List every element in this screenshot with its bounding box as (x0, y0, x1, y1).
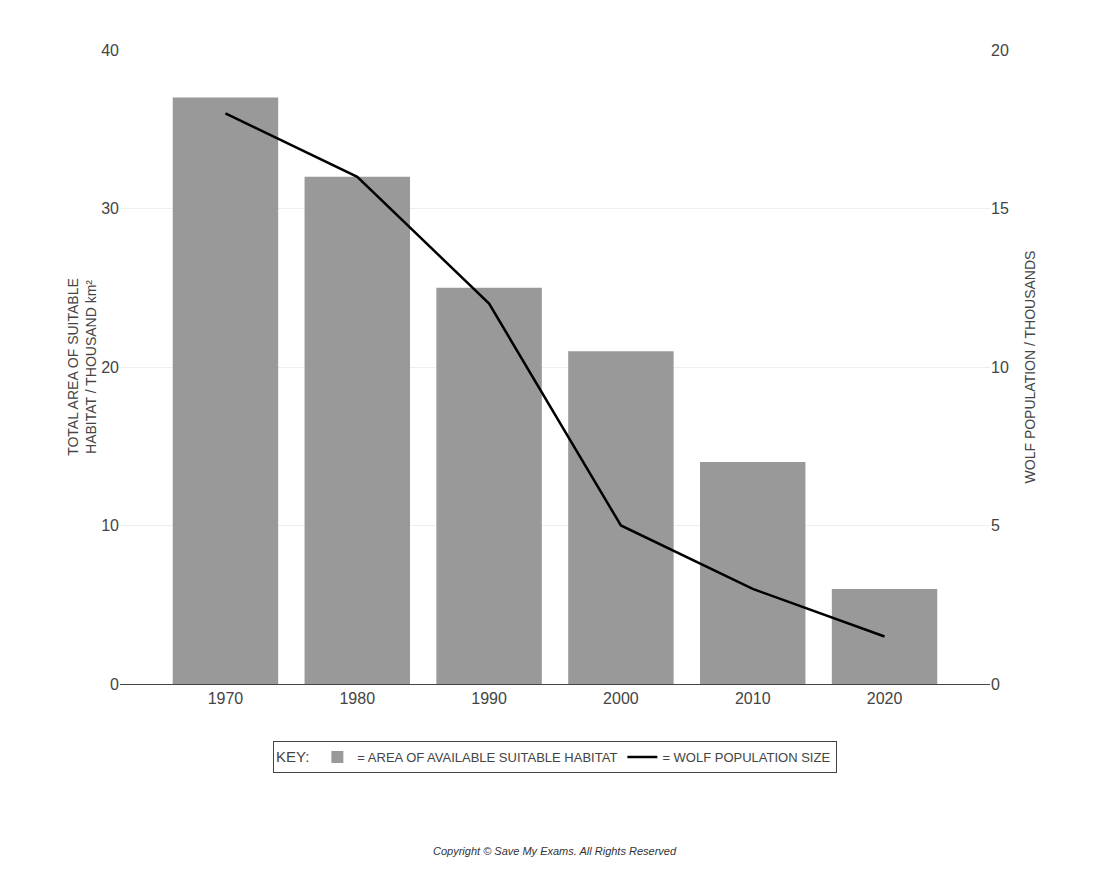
svg-text:KEY:: KEY: (276, 748, 309, 765)
svg-text:20: 20 (991, 42, 1009, 59)
svg-text:40: 40 (101, 42, 119, 59)
svg-text:1980: 1980 (339, 690, 375, 707)
svg-text:1990: 1990 (471, 690, 507, 707)
svg-text:5: 5 (991, 517, 1000, 534)
svg-text:= AREA OF AVAILABLE SUITABLE H: = AREA OF AVAILABLE SUITABLE HABITAT (357, 750, 617, 765)
svg-text:0: 0 (991, 676, 1000, 693)
svg-text:15: 15 (991, 200, 1009, 217)
svg-text:TOTAL AREA OF SUITABLEHABITAT: TOTAL AREA OF SUITABLEHABITAT / THOUSAND… (65, 278, 99, 456)
svg-text:= WOLF POPULATION SIZE: = WOLF POPULATION SIZE (662, 750, 830, 765)
svg-text:10: 10 (101, 517, 119, 534)
svg-text:30: 30 (101, 200, 119, 217)
svg-text:0: 0 (110, 676, 119, 693)
svg-text:Copyright © Save My Exams. All: Copyright © Save My Exams. All Rights Re… (433, 845, 677, 857)
svg-text:10: 10 (991, 359, 1009, 376)
svg-text:2020: 2020 (867, 690, 903, 707)
svg-text:WOLF POPULATION / THOUSANDS: WOLF POPULATION / THOUSANDS (1022, 251, 1038, 484)
svg-text:2000: 2000 (603, 690, 639, 707)
svg-text:1970: 1970 (208, 690, 244, 707)
svg-text:20: 20 (101, 359, 119, 376)
svg-text:2010: 2010 (735, 690, 771, 707)
